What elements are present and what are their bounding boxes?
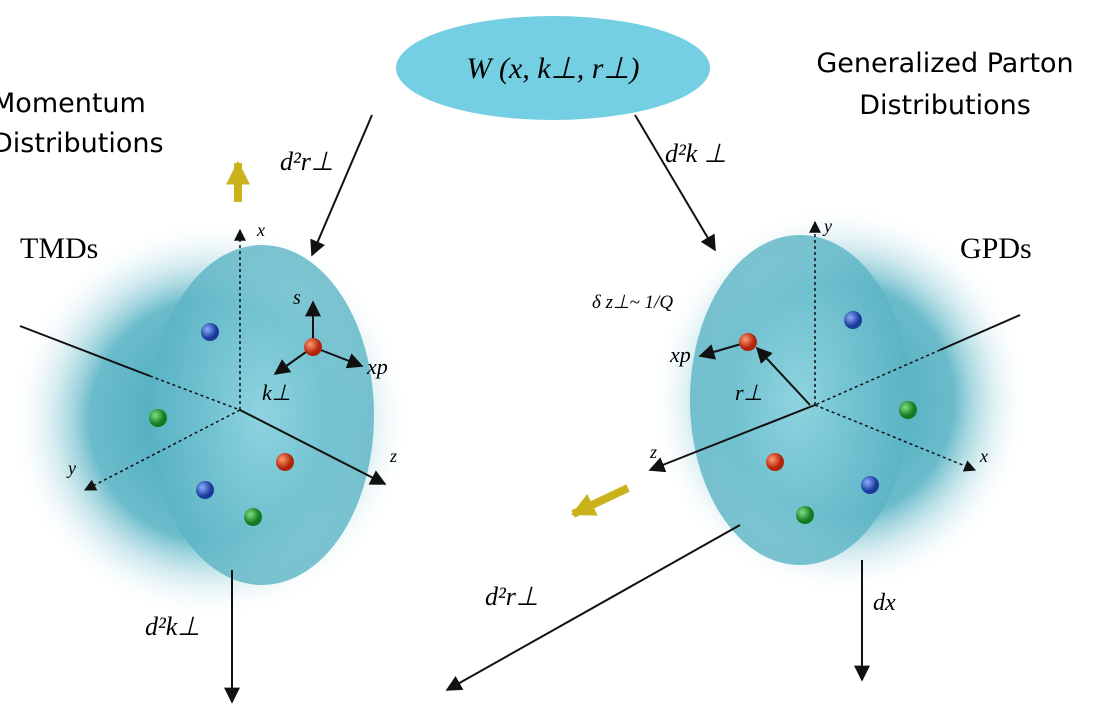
axis-label: x [979,446,988,466]
quark-label: xp [669,342,691,367]
axis-label: z [649,442,657,462]
quark-label: s [293,287,301,309]
right-heading: Distributions [859,90,1031,121]
wigner-label: W (x, k⊥, r⊥) [466,52,639,85]
axis-label: y [822,216,832,236]
arrow-label: d²k ⊥ [665,139,726,168]
quark-label: k⊥ [262,380,291,405]
bottom-label: d²k⊥ [145,612,200,641]
quark-label: xp [366,354,388,379]
gpd-label: GPDs [960,232,1032,265]
left-heading: Distributions [0,128,164,159]
axis-label: z [389,446,397,466]
right-heading: Generalized Parton [816,48,1073,79]
bottom-label: d²r⊥ [485,582,539,611]
left-heading: Momentum [0,88,146,119]
tmd-label: TMDs [20,232,98,265]
quark-label: r⊥ [735,380,763,405]
diagram: W (x, k⊥, r⊥) Momentum Distributions Gen… [0,0,1099,706]
axis-label: x [256,220,265,240]
bottom-label: dx [873,590,896,616]
quark-label: δ z⊥~ 1/Q [592,292,673,313]
arrow-label: d²r⊥ [280,147,334,176]
axis-label: y [66,458,76,478]
